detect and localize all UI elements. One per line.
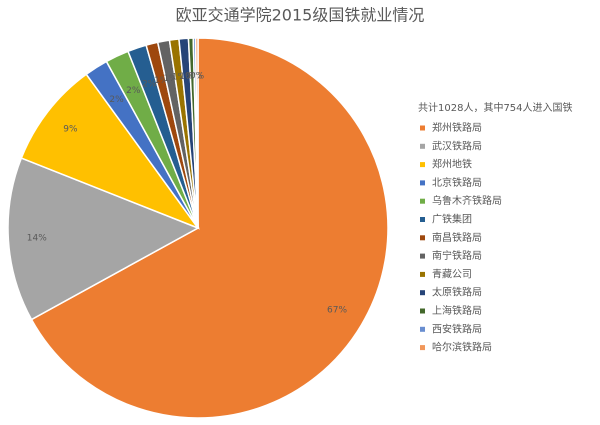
legend-swatch xyxy=(420,308,425,314)
data-label: 9% xyxy=(63,125,78,135)
legend-label: 武汉铁路局 xyxy=(432,139,482,152)
data-label: 0% xyxy=(185,72,200,82)
pie-slice xyxy=(20,73,201,230)
pie-slice xyxy=(30,37,389,419)
legend-label: 太原铁路局 xyxy=(432,286,482,299)
legend-swatch xyxy=(420,198,425,204)
legend-swatch xyxy=(420,162,425,168)
legend-swatch xyxy=(420,143,425,149)
legend-swatch xyxy=(420,217,425,222)
data-label: 1% xyxy=(172,73,187,83)
legend-label: 哈尔滨铁路局 xyxy=(432,341,492,354)
legend-label: 西安铁路局 xyxy=(432,322,482,335)
legend-label: 上海铁路局 xyxy=(432,304,482,317)
pie-slice xyxy=(7,157,200,321)
legend-swatch xyxy=(420,290,425,296)
legend-swatch xyxy=(420,271,425,277)
legend-label: 乌鲁木齐铁路局 xyxy=(432,194,502,207)
legend-label: 青藏公司 xyxy=(432,267,472,280)
data-label: 67% xyxy=(327,306,347,316)
legend-label: 郑州铁路局 xyxy=(432,121,482,134)
legend-swatch xyxy=(420,125,425,131)
legend-swatch xyxy=(420,253,425,259)
chart-title: 欧亚交通学院2015级国铁就业情况 xyxy=(176,6,425,25)
legend-swatch xyxy=(420,326,425,332)
legend-label: 北京铁路局 xyxy=(432,176,482,189)
data-label: 2% xyxy=(126,86,141,96)
legend-swatch xyxy=(420,345,425,351)
legend-title: 共计1028人，其中754人进入国铁 xyxy=(418,101,573,114)
data-label: 14% xyxy=(27,234,47,244)
legend-label: 郑州地铁 xyxy=(432,158,472,171)
data-label: 2% xyxy=(109,95,124,105)
data-label: 1% xyxy=(163,74,178,84)
data-label: 1% xyxy=(154,76,169,86)
legend-swatch xyxy=(420,235,425,241)
legend-swatch xyxy=(420,180,425,186)
data-label: 2% xyxy=(142,80,157,90)
legend-label: 南宁铁路局 xyxy=(432,249,482,262)
pie-slice xyxy=(194,37,199,229)
legend-label: 广铁集团 xyxy=(432,213,472,226)
data-label: 0% xyxy=(190,72,205,82)
legend-label: 南昌铁路局 xyxy=(432,231,482,244)
data-label: 1% xyxy=(179,72,194,82)
